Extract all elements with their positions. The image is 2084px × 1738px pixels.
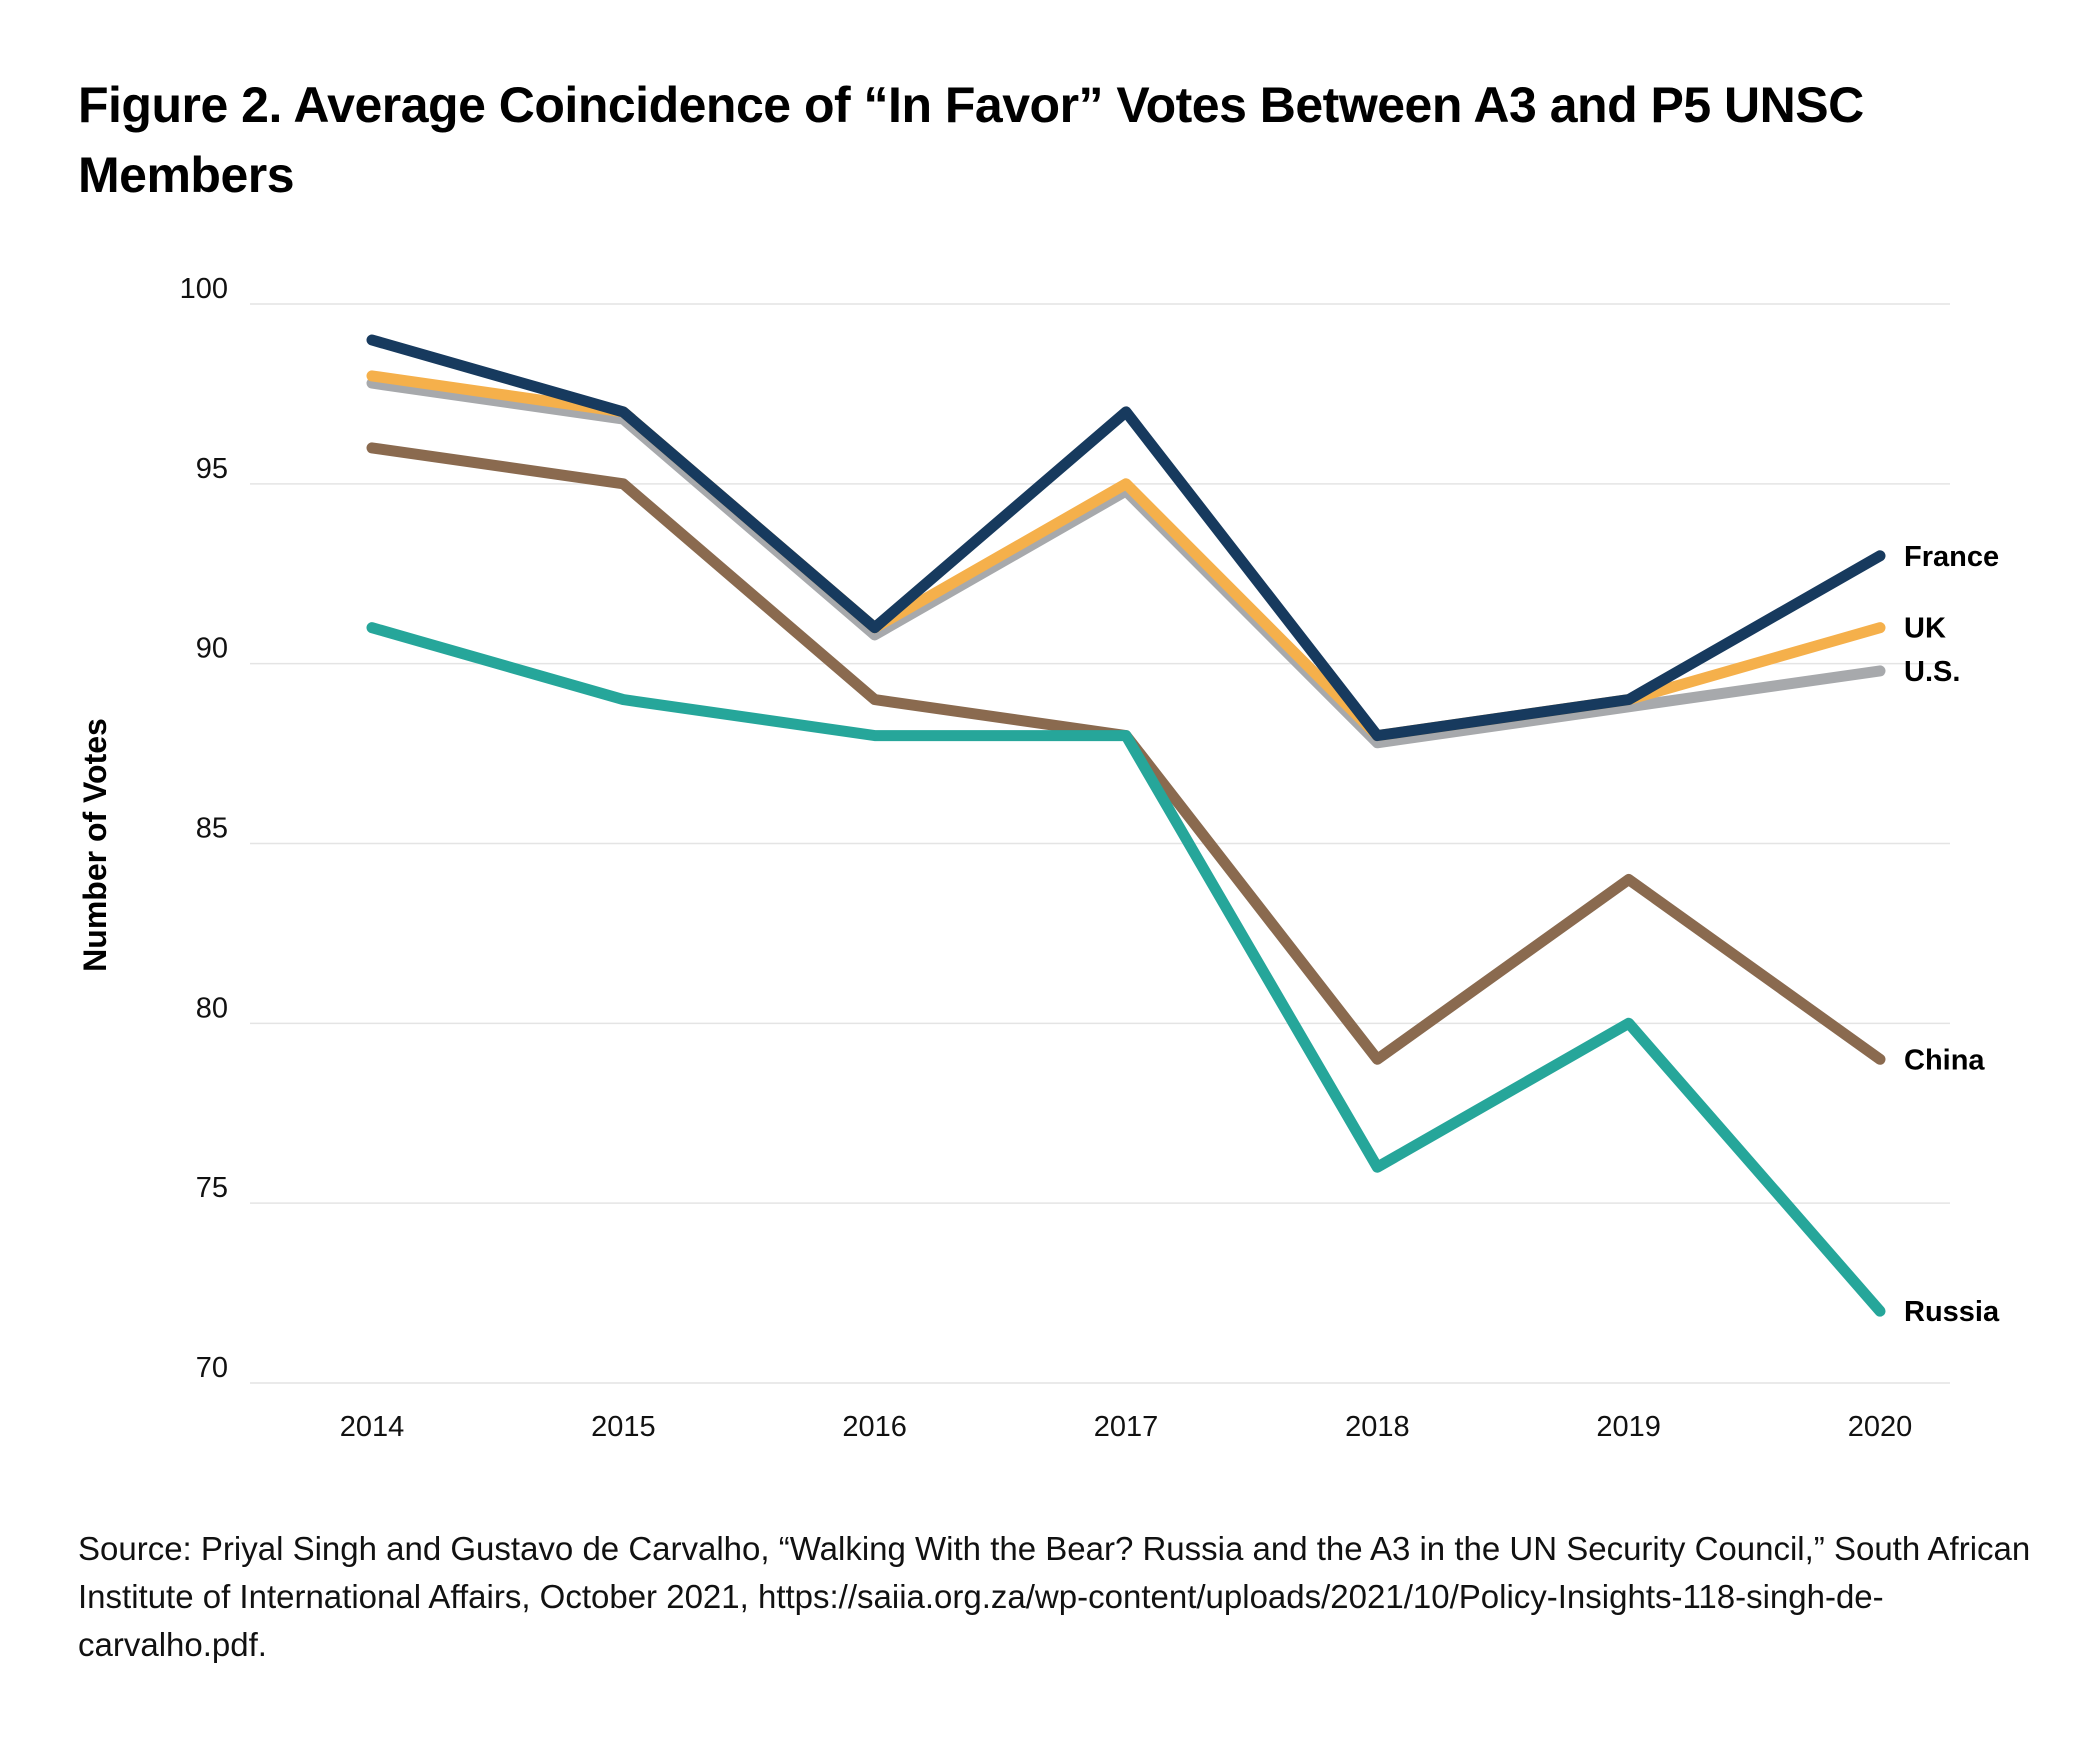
x-tick-label: 2020 (1848, 1411, 1913, 1443)
y-axis-ticks: 70 75 80 85 90 95 100 (180, 273, 228, 1384)
x-tick-label: 2019 (1596, 1411, 1661, 1443)
y-tick-label: 70 (196, 1352, 228, 1384)
y-tick-label: 95 (196, 453, 228, 485)
x-tick-label: 2014 (340, 1411, 405, 1443)
gridlines (250, 303, 1950, 1384)
y-tick-label: 85 (196, 813, 228, 845)
line-chart: 70 75 80 85 90 95 100 2014 2015 2016 2017 2018 2019… (77, 273, 2000, 1443)
y-tick-label: 80 (196, 992, 228, 1024)
x-tick-label: 2018 (1345, 1411, 1410, 1443)
series-lines (366, 334, 1886, 1317)
series-label-uk: UK (1904, 613, 1946, 645)
y-tick-label: 75 (196, 1172, 228, 1204)
series-line-france (366, 334, 1886, 742)
chart-title: Figure 2. Average Coincidence of “In Fav… (78, 77, 1864, 203)
x-tick-label: 2017 (1094, 1411, 1159, 1443)
series-label-france: France (1904, 541, 1999, 573)
series-label-china: China (1904, 1044, 1985, 1076)
x-tick-label: 2015 (591, 1411, 656, 1443)
series-line-china (366, 442, 1886, 1065)
x-tick-label: 2016 (842, 1411, 907, 1443)
y-tick-label: 90 (196, 633, 228, 665)
x-axis-ticks: 2014 2015 2016 2017 2018 2019 2020 (340, 1411, 1913, 1443)
source-note: Source: Priyal Singh and Gustavo de Carv… (78, 1530, 2031, 1663)
y-axis-label: Number of Votes (77, 718, 113, 972)
y-tick-label: 100 (180, 273, 228, 305)
series-line-russia (366, 622, 1886, 1317)
series-label-us: U.S. (1904, 656, 1960, 688)
series-label-russia: Russia (1904, 1296, 2000, 1328)
series-labels: China Russia U.S. UK France (1904, 541, 2000, 1328)
